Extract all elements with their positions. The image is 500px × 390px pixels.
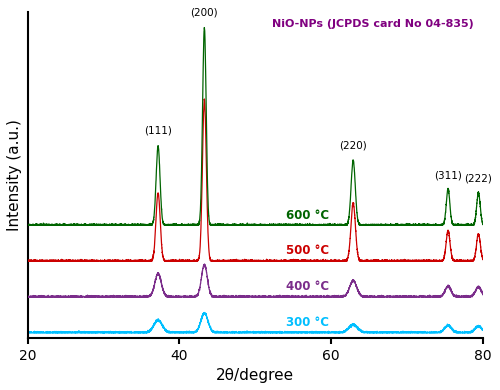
Y-axis label: Intensity (a.u.): Intensity (a.u.) (7, 119, 22, 231)
Text: 600 °C: 600 °C (286, 209, 329, 222)
Text: (220): (220) (340, 140, 367, 150)
Text: 300 °C: 300 °C (286, 316, 329, 329)
Text: (222): (222) (464, 174, 492, 184)
X-axis label: 2θ/degree: 2θ/degree (216, 368, 294, 383)
Text: (200): (200) (190, 7, 218, 17)
Text: 500 °C: 500 °C (286, 245, 329, 257)
Text: 400 °C: 400 °C (286, 280, 329, 293)
Text: NiO-NPs (JCPDS card No 04-835): NiO-NPs (JCPDS card No 04-835) (272, 19, 474, 29)
Text: (111): (111) (144, 125, 172, 135)
Text: (311): (311) (434, 171, 462, 181)
